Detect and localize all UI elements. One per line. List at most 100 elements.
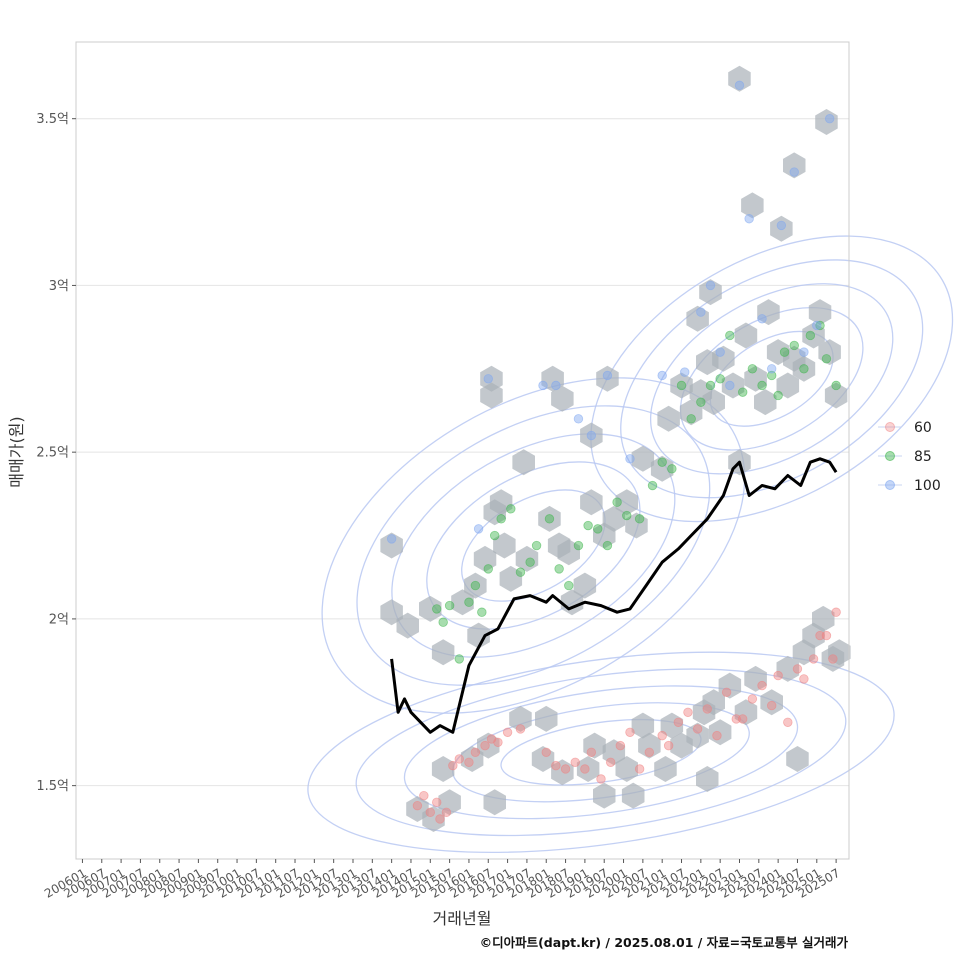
scatter-point-60 — [808, 654, 819, 664]
scatter-point-85 — [805, 330, 816, 341]
scatter-point-100 — [657, 370, 667, 381]
scatter-point-60 — [721, 687, 732, 697]
scatter-point-60 — [435, 814, 445, 824]
hexbin-cell — [808, 299, 832, 326]
density-contour — [355, 668, 847, 837]
hexbin-cell — [776, 372, 800, 399]
legend-label-100: 100 — [914, 478, 941, 494]
scatter-point-85 — [470, 580, 481, 591]
hexbin-cell — [631, 445, 655, 472]
scatter-point-60 — [425, 807, 435, 818]
scatter-point-85 — [757, 380, 767, 391]
scatter-point-85 — [583, 520, 593, 531]
density-contour — [403, 685, 799, 820]
scatter-point-85 — [573, 540, 584, 551]
scatter-point-100 — [715, 347, 725, 357]
scatter-point-85 — [483, 564, 493, 574]
hexbin-cell — [493, 532, 516, 559]
hexbin-cell — [760, 689, 783, 716]
density-contour — [649, 283, 894, 475]
scatter-point-60 — [828, 654, 838, 664]
scatter-point-85 — [738, 387, 748, 397]
hexbin-cell — [638, 732, 661, 759]
scatter-point-60 — [757, 680, 767, 691]
hexbin-cell — [828, 639, 851, 666]
legend-key-60 — [885, 422, 895, 432]
hexbin-cell — [818, 339, 841, 366]
scatter-point-60 — [821, 630, 832, 641]
scatter-point-60 — [464, 757, 474, 767]
scatter-point-60 — [792, 664, 803, 674]
hexbin-cell — [744, 665, 767, 692]
scatter-point-85 — [444, 600, 455, 611]
hexbin-cell — [380, 532, 403, 559]
y-tick-label: 2.5억 — [36, 446, 69, 461]
hexbin-cell — [596, 365, 619, 392]
hexbin-cell — [696, 766, 719, 792]
hexbin-cell — [602, 505, 626, 532]
scatter-point-60 — [541, 747, 551, 757]
scatter-point-85 — [477, 607, 487, 617]
scatter-point-100 — [538, 380, 548, 391]
hexbin-cell — [580, 422, 603, 449]
hexbin-cell — [551, 385, 574, 412]
hexbin-cell — [480, 382, 503, 409]
scatter-point-100 — [386, 534, 397, 544]
hexbin-cell — [770, 215, 793, 242]
hexbin-cell — [422, 806, 445, 832]
scatter-point-85 — [779, 347, 790, 357]
scatter-point-60 — [596, 774, 606, 784]
hexbin-cell — [718, 672, 742, 699]
scatter-point-100 — [744, 214, 754, 224]
scatter-points — [386, 80, 841, 824]
scatter-point-60 — [831, 607, 841, 617]
scatter-point-85 — [831, 380, 841, 391]
scatter-point-85 — [554, 564, 564, 574]
scatter-point-85 — [634, 514, 645, 524]
hexbin-cell — [431, 639, 455, 666]
hexbin-cell — [702, 389, 725, 416]
scatter-point-60 — [644, 747, 655, 757]
hexbin-cell — [631, 712, 655, 739]
scatter-point-85 — [531, 540, 542, 551]
scatter-point-100 — [551, 380, 561, 391]
scatter-point-60 — [570, 757, 580, 767]
hexbin-cell — [583, 732, 606, 759]
hexbin-cell — [535, 705, 558, 732]
hexbin-cell — [783, 152, 806, 179]
scatter-point-85 — [525, 557, 535, 567]
hexbin-cell — [396, 612, 419, 639]
scatter-point-85 — [657, 457, 667, 467]
scatter-point-85 — [715, 374, 725, 384]
y-tick-label: 3.5억 — [36, 112, 69, 127]
hexbin-cell — [786, 746, 809, 772]
scatter-point-60 — [673, 717, 683, 727]
scatter-point-85 — [515, 567, 526, 577]
density-contour — [590, 235, 954, 523]
hexbin-cell — [573, 572, 597, 599]
scatter-point-60 — [502, 727, 513, 737]
hexbin-cell — [660, 712, 684, 739]
scatter-point-60 — [615, 740, 626, 751]
scatter-point-85 — [696, 397, 706, 407]
scatter-point-85 — [821, 354, 832, 364]
scatter-point-60 — [657, 730, 667, 741]
scatter-point-85 — [767, 370, 777, 381]
hexbin-cell — [754, 389, 777, 416]
scatter-point-85 — [612, 497, 622, 507]
legend: 60 85 100 — [878, 420, 941, 494]
legend-key-85 — [885, 451, 895, 461]
hexbin-cell — [792, 355, 816, 382]
scatter-point-85 — [622, 510, 632, 521]
scatter-point-100 — [602, 370, 613, 381]
scatter-point-85 — [432, 604, 442, 614]
hexbin-cell — [679, 399, 703, 426]
scatter-point-60 — [815, 630, 825, 641]
y-tick-label: 2억 — [49, 612, 69, 627]
y-axis-title: 매매가(원) — [7, 416, 26, 487]
hexbin-cell — [538, 505, 561, 532]
scatter-point-85 — [676, 380, 687, 391]
scatter-point-85 — [506, 504, 516, 514]
chart-caption: ©디아파트(dapt.kr) / 2025.08.01 / 자료=국토교통부 실… — [480, 935, 849, 950]
